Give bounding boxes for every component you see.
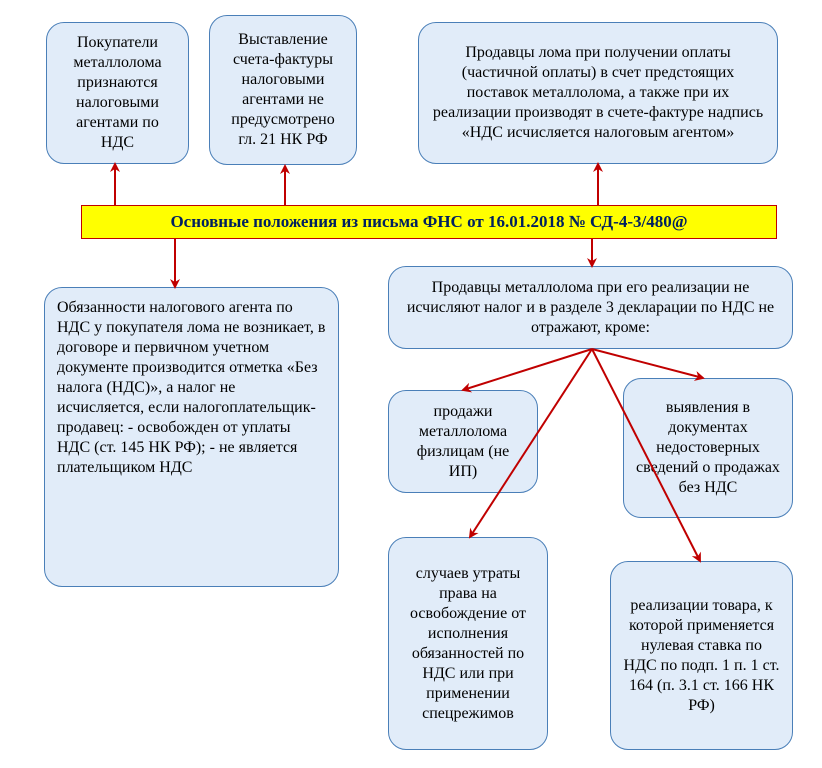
box-child-lost-exemption: случаев утраты права на освобождение от … <box>388 537 548 750</box>
box-child-sales-individuals: продажи металлолома физлицам (не ИП) <box>388 390 538 493</box>
box-child-false-documents: выявления в документах недостоверных све… <box>623 378 793 518</box>
box-top-invoice-not-required: Выставление счета-фактуры налоговыми аге… <box>209 15 357 165</box>
box-bottom-right-head: Продавцы металлолома при его реализации … <box>388 266 793 349</box>
box-top-sellers-note: Продавцы лома при получении оплаты (част… <box>418 22 778 164</box>
box-bottom-left-no-agent-duty: Обязанности налогового агента по НДС у п… <box>44 287 339 587</box>
central-title: Основные положения из письма ФНС от 16.0… <box>81 205 777 239</box>
box-child-zero-rate: реализации товара, к которой применяется… <box>610 561 793 750</box>
box-top-buyers-agents: Покупатели металлолома признаются налого… <box>46 22 189 164</box>
